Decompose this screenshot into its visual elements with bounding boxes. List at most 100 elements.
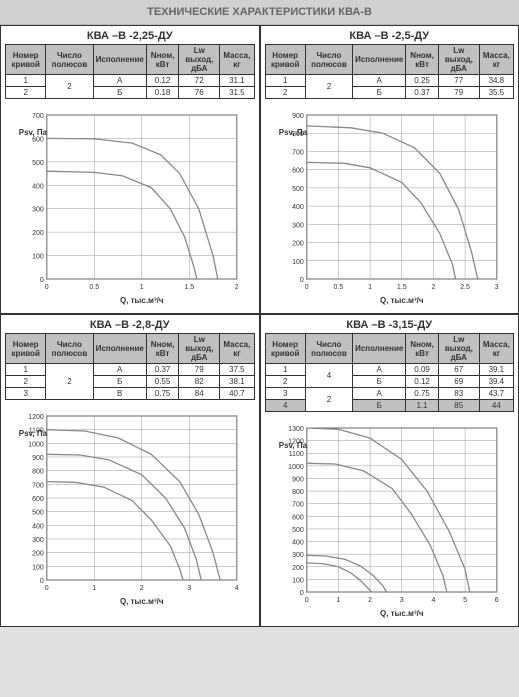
cell-lw: 67 bbox=[438, 364, 479, 376]
model-title: КВА –В -2,5-ДУ bbox=[265, 30, 515, 42]
y-axis-label: Psv, Па bbox=[278, 441, 307, 450]
y-tick-label: 0 bbox=[40, 277, 44, 284]
y-tick-label: 600 bbox=[32, 496, 44, 503]
cell-lw: 69 bbox=[438, 376, 479, 388]
x-tick-label: 3 bbox=[494, 284, 498, 291]
y-tick-label: 200 bbox=[32, 551, 44, 558]
x-tick-label: 0.5 bbox=[333, 284, 343, 291]
cell-lw: 77 bbox=[438, 75, 479, 87]
th-mass: Масса, кг bbox=[220, 45, 254, 75]
page-title: ТЕХНИЧЕСКИЕ ХАРАКТЕРИСТИКИ КВА-В bbox=[0, 0, 519, 25]
x-tick-label: 0 bbox=[304, 597, 308, 604]
x-tick-label: 4 bbox=[235, 585, 239, 592]
spec-table: Номер кривой Число полюсов Исполнение Nн… bbox=[265, 44, 515, 99]
model-title: КВА –В -3,15-ДУ bbox=[265, 319, 515, 331]
cell-exec: Б bbox=[93, 87, 146, 99]
cell-power: 0.75 bbox=[406, 388, 438, 400]
table-row: 2Б0.187631.5 bbox=[6, 87, 255, 99]
x-tick-label: 1.5 bbox=[184, 284, 194, 291]
th-poles: Число полюсов bbox=[305, 334, 352, 364]
x-axis-label: Q, тыс.м³/ч bbox=[379, 609, 423, 618]
x-tick-label: 2 bbox=[431, 284, 435, 291]
cell-mass: 35.5 bbox=[479, 87, 513, 99]
y-tick-label: 800 bbox=[292, 489, 304, 496]
table-row: 32А0.758343.7 bbox=[265, 388, 514, 400]
y-tick-label: 0 bbox=[299, 590, 303, 597]
x-tick-label: 2 bbox=[235, 284, 239, 291]
x-tick-label: 1 bbox=[140, 284, 144, 291]
cell-power: 1.1 bbox=[406, 400, 438, 412]
cell-lw: 82 bbox=[179, 376, 220, 388]
cell-curve: 3 bbox=[6, 388, 46, 400]
cell-mass: 44 bbox=[479, 400, 513, 412]
cell-power: 0.12 bbox=[146, 75, 178, 87]
y-tick-label: 1200 bbox=[28, 414, 44, 421]
th-exec: Исполнение bbox=[93, 334, 146, 364]
cell-mass: 39.1 bbox=[479, 364, 513, 376]
cell-power: 0.18 bbox=[146, 87, 178, 99]
th-power: Nном, кВт bbox=[146, 45, 178, 75]
cell-lw: 84 bbox=[179, 388, 220, 400]
th-lw: Lw выход, дБА bbox=[438, 45, 479, 75]
th-curve: Номер кривой bbox=[6, 45, 46, 75]
cell-exec: Б bbox=[353, 376, 406, 388]
performance-chart: 010020030040050060070000.511.52Psv, ПаQ,… bbox=[5, 107, 255, 307]
th-curve: Номер кривой bbox=[265, 334, 305, 364]
y-tick-label: 700 bbox=[292, 149, 304, 156]
th-curve: Номер кривой bbox=[6, 334, 46, 364]
x-axis-label: Q, тыс.м³/ч bbox=[120, 296, 164, 305]
y-tick-label: 500 bbox=[32, 510, 44, 517]
table-row: 14А0.096739.1 bbox=[265, 364, 514, 376]
th-lw: Lw выход, дБА bbox=[179, 334, 220, 364]
th-power: Nном, кВт bbox=[406, 45, 438, 75]
cell-exec: Б bbox=[93, 376, 146, 388]
cell-power: 0.25 bbox=[406, 75, 438, 87]
cell-mass: 43.7 bbox=[479, 388, 513, 400]
th-poles: Число полюсов bbox=[305, 45, 352, 75]
y-tick-label: 400 bbox=[32, 523, 44, 530]
cell-power: 0.75 bbox=[146, 388, 178, 400]
y-tick-label: 800 bbox=[32, 469, 44, 476]
cell-curve: 1 bbox=[265, 75, 305, 87]
cell-poles: 4 bbox=[305, 364, 352, 388]
y-tick-label: 500 bbox=[292, 186, 304, 193]
spec-table: Номер кривой Число полюсов Исполнение Nн… bbox=[5, 44, 255, 99]
model-title: КВА –В -2,8-ДУ bbox=[5, 319, 255, 331]
cell-lw: 76 bbox=[179, 87, 220, 99]
model-panel: КВА –В -2,5-ДУ Номер кривой Число полюсо… bbox=[260, 25, 519, 314]
y-tick-label: 0 bbox=[40, 578, 44, 585]
y-tick-label: 400 bbox=[292, 204, 304, 211]
y-tick-label: 100 bbox=[292, 577, 304, 584]
cell-exec: Б bbox=[353, 87, 406, 99]
x-tick-label: 2 bbox=[368, 597, 372, 604]
cell-mass: 39.4 bbox=[479, 376, 513, 388]
panels-grid: КВА –В -2,25-ДУ Номер кривой Число полюс… bbox=[0, 25, 519, 627]
cell-mass: 31.1 bbox=[220, 75, 254, 87]
cell-lw: 85 bbox=[438, 400, 479, 412]
y-tick-label: 700 bbox=[292, 502, 304, 509]
x-tick-label: 2 bbox=[140, 585, 144, 592]
cell-mass: 31.5 bbox=[220, 87, 254, 99]
y-tick-label: 600 bbox=[292, 168, 304, 175]
spec-table: Номер кривой Число полюсов Исполнение Nн… bbox=[5, 333, 255, 400]
th-mass: Масса, кг bbox=[479, 45, 513, 75]
cell-curve: 2 bbox=[6, 376, 46, 388]
y-tick-label: 300 bbox=[292, 552, 304, 559]
x-tick-label: 3 bbox=[399, 597, 403, 604]
y-axis-label: Psv, Па bbox=[19, 429, 48, 438]
y-tick-label: 300 bbox=[32, 537, 44, 544]
cell-exec: А bbox=[353, 75, 406, 87]
y-tick-label: 700 bbox=[32, 482, 44, 489]
y-tick-label: 600 bbox=[32, 136, 44, 143]
th-exec: Исполнение bbox=[93, 45, 146, 75]
cell-curve: 4 bbox=[265, 400, 305, 412]
y-tick-label: 500 bbox=[32, 160, 44, 167]
x-tick-label: 4 bbox=[431, 597, 435, 604]
model-title: КВА –В -2,25-ДУ bbox=[5, 30, 255, 42]
x-tick-label: 1 bbox=[368, 284, 372, 291]
model-panel: КВА –В -2,8-ДУ Номер кривой Число полюсо… bbox=[0, 314, 260, 627]
cell-power: 0.37 bbox=[406, 87, 438, 99]
cell-mass: 40.7 bbox=[220, 388, 254, 400]
y-tick-label: 300 bbox=[32, 207, 44, 214]
th-power: Nном, кВт bbox=[146, 334, 178, 364]
